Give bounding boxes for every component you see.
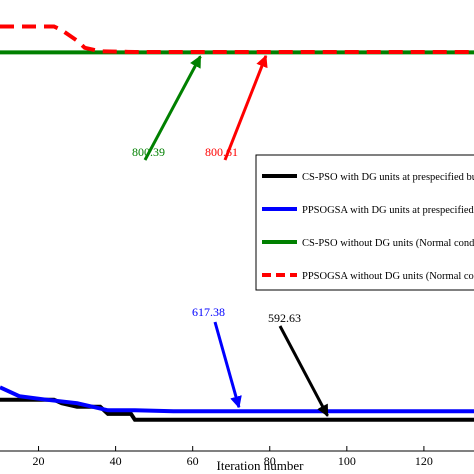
x-tick-label: 60 bbox=[187, 454, 199, 468]
series-line-ppsogsa-with-dg-units-at-prespecified-buses bbox=[0, 385, 474, 414]
x-tick-label: 20 bbox=[33, 454, 45, 468]
annotation-label: 800.39 bbox=[132, 145, 165, 159]
x-axis-label: Iteration number bbox=[217, 458, 305, 473]
legend-label: CS-PSO without DG units (Normal conditio… bbox=[302, 238, 474, 249]
annotation-label: 800.61 bbox=[205, 145, 238, 159]
x-tick-label: 40 bbox=[110, 454, 122, 468]
plot-area bbox=[0, 24, 474, 422]
annotation-label: 592.63 bbox=[268, 311, 301, 325]
annotation-arrow bbox=[278, 325, 329, 417]
legend-label: PPSOGSA with DG units at prespecified bu… bbox=[302, 205, 474, 216]
annotation-arrow bbox=[223, 54, 268, 161]
series-line-ppsogsa-without-dg-units-normal-condition bbox=[0, 24, 474, 54]
legend: CS-PSO with DG units at prespecified bus… bbox=[255, 154, 474, 291]
annotation-label: 617.38 bbox=[192, 305, 225, 319]
annotation-arrow bbox=[143, 55, 202, 161]
x-tick-label: 80 bbox=[264, 454, 276, 468]
x-axis: 20 40 60 80 100 120 bbox=[0, 446, 474, 468]
x-tick-label: 120 bbox=[415, 454, 433, 468]
annotations: 800.39 800.61 617.38 592.63 bbox=[132, 54, 329, 417]
annotation-arrow bbox=[213, 321, 242, 409]
legend-label: PPSOGSA without DG units (Normal conditi… bbox=[302, 271, 474, 282]
legend-label: CS-PSO with DG units at prespecified bus… bbox=[302, 172, 474, 183]
x-tick-label: 100 bbox=[338, 454, 356, 468]
